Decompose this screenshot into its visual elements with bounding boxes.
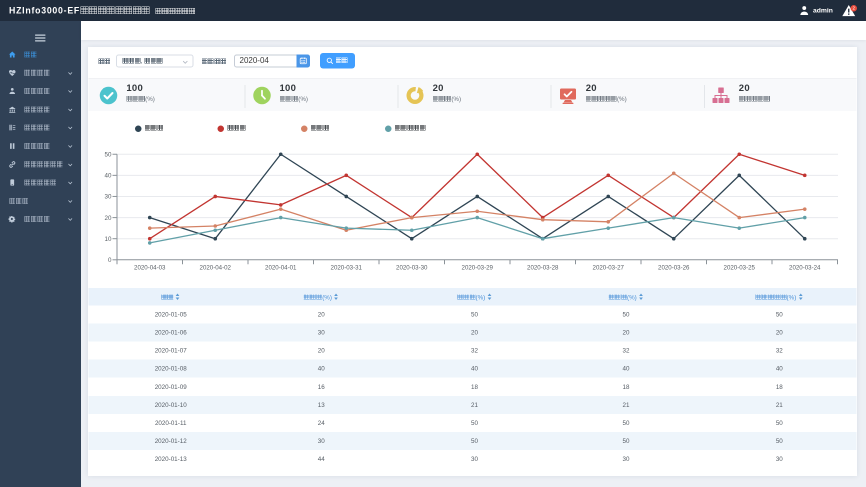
svg-text:2020-03-26: 2020-03-26: [658, 265, 690, 272]
svg-text:2020-03-30: 2020-03-30: [396, 265, 428, 272]
svg-text:10: 10: [105, 236, 112, 243]
svg-text:2020-03-24: 2020-03-24: [789, 265, 821, 272]
svg-text:2020-03-27: 2020-03-27: [593, 265, 625, 272]
svg-text:2020-03-28: 2020-03-28: [527, 265, 559, 272]
svg-text:40: 40: [105, 173, 112, 180]
svg-text:30: 30: [105, 194, 112, 201]
svg-text:20: 20: [105, 215, 112, 222]
svg-text:50: 50: [105, 152, 112, 159]
svg-text:2020-03-31: 2020-03-31: [331, 265, 363, 272]
svg-text:2020-04-02: 2020-04-02: [200, 265, 232, 272]
svg-text:2020-04-01: 2020-04-01: [265, 265, 297, 272]
svg-text:2020-03-29: 2020-03-29: [462, 265, 494, 272]
svg-text:2020-03-25: 2020-03-25: [724, 265, 756, 272]
svg-text:0: 0: [108, 257, 112, 264]
svg-text:2020-04-03: 2020-04-03: [134, 265, 166, 272]
